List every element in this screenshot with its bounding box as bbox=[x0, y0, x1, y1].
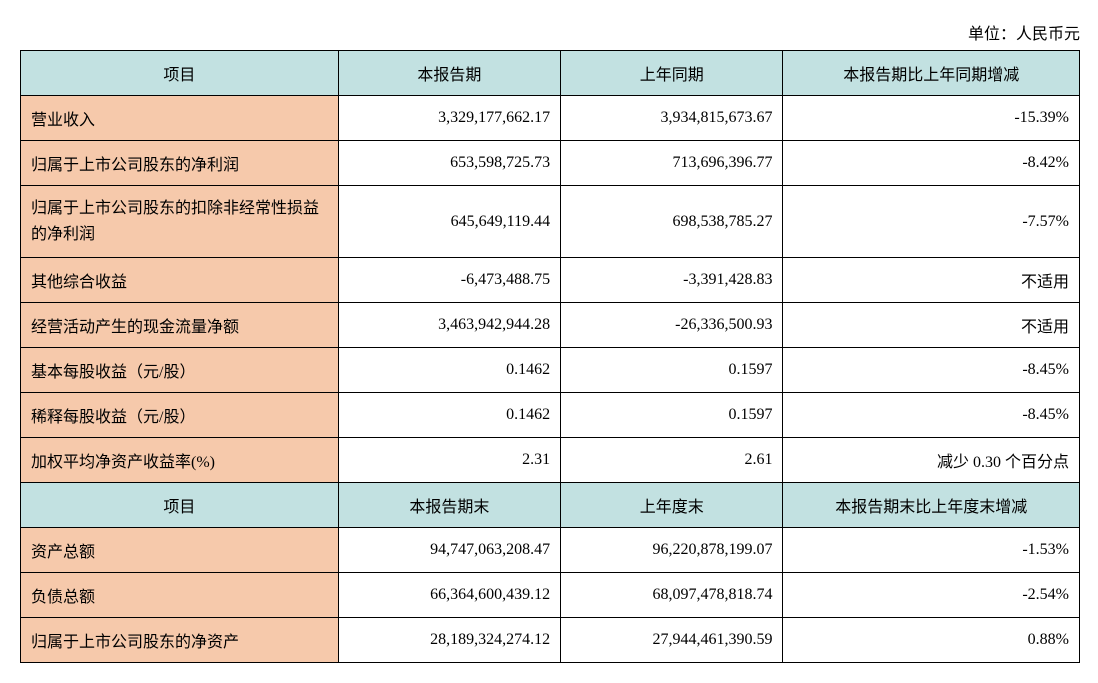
column-header: 项目 bbox=[21, 51, 339, 96]
financial-table: 项目本报告期上年同期本报告期比上年同期增减营业收入3,329,177,662.1… bbox=[20, 50, 1080, 663]
cell-value: 653,598,725.73 bbox=[338, 141, 560, 186]
cell-value: 0.1597 bbox=[561, 393, 783, 438]
header-row-2: 项目本报告期末上年度末本报告期末比上年度末增减 bbox=[21, 483, 1080, 528]
column-header: 上年度末 bbox=[561, 483, 783, 528]
cell-value: 698,538,785.27 bbox=[561, 186, 783, 258]
cell-value: -8.42% bbox=[783, 141, 1080, 186]
table-row: 经营活动产生的现金流量净额3,463,942,944.28-26,336,500… bbox=[21, 303, 1080, 348]
cell-value: 0.1597 bbox=[561, 348, 783, 393]
cell-value: -8.45% bbox=[783, 348, 1080, 393]
table-row: 营业收入3,329,177,662.173,934,815,673.67-15.… bbox=[21, 96, 1080, 141]
table-row: 资产总额94,747,063,208.4796,220,878,199.07-1… bbox=[21, 528, 1080, 573]
table-row: 加权平均净资产收益率(%)2.312.61减少 0.30 个百分点 bbox=[21, 438, 1080, 483]
cell-value: -2.54% bbox=[783, 573, 1080, 618]
row-label: 负债总额 bbox=[21, 573, 339, 618]
cell-value: 94,747,063,208.47 bbox=[338, 528, 560, 573]
cell-value: 28,189,324,274.12 bbox=[338, 618, 560, 663]
column-header: 本报告期 bbox=[338, 51, 560, 96]
row-label: 营业收入 bbox=[21, 96, 339, 141]
unit-label: 单位：人民币元 bbox=[20, 20, 1080, 44]
table-row: 其他综合收益-6,473,488.75-3,391,428.83不适用 bbox=[21, 258, 1080, 303]
cell-value: -3,391,428.83 bbox=[561, 258, 783, 303]
cell-value: 68,097,478,818.74 bbox=[561, 573, 783, 618]
row-label: 其他综合收益 bbox=[21, 258, 339, 303]
table-row: 基本每股收益（元/股）0.14620.1597-8.45% bbox=[21, 348, 1080, 393]
table-container: 单位：人民币元 项目本报告期上年同期本报告期比上年同期增减营业收入3,329,1… bbox=[20, 20, 1080, 663]
cell-value: 2.61 bbox=[561, 438, 783, 483]
cell-value: -6,473,488.75 bbox=[338, 258, 560, 303]
row-label: 归属于上市公司股东的净利润 bbox=[21, 141, 339, 186]
cell-value: 3,329,177,662.17 bbox=[338, 96, 560, 141]
table-row: 归属于上市公司股东的净利润653,598,725.73713,696,396.7… bbox=[21, 141, 1080, 186]
column-header: 本报告期末比上年度末增减 bbox=[783, 483, 1080, 528]
cell-value: 96,220,878,199.07 bbox=[561, 528, 783, 573]
table-row: 归属于上市公司股东的扣除非经常性损益的净利润645,649,119.44698,… bbox=[21, 186, 1080, 258]
row-label: 归属于上市公司股东的净资产 bbox=[21, 618, 339, 663]
cell-value: -1.53% bbox=[783, 528, 1080, 573]
cell-value: 645,649,119.44 bbox=[338, 186, 560, 258]
row-label: 加权平均净资产收益率(%) bbox=[21, 438, 339, 483]
column-header: 本报告期比上年同期增减 bbox=[783, 51, 1080, 96]
cell-value: 27,944,461,390.59 bbox=[561, 618, 783, 663]
cell-value: -26,336,500.93 bbox=[561, 303, 783, 348]
row-label: 稀释每股收益（元/股） bbox=[21, 393, 339, 438]
cell-value: 3,463,942,944.28 bbox=[338, 303, 560, 348]
cell-value: 3,934,815,673.67 bbox=[561, 96, 783, 141]
table-row: 稀释每股收益（元/股）0.14620.1597-8.45% bbox=[21, 393, 1080, 438]
cell-value: 2.31 bbox=[338, 438, 560, 483]
cell-value: -8.45% bbox=[783, 393, 1080, 438]
cell-value: 不适用 bbox=[783, 303, 1080, 348]
row-label: 基本每股收益（元/股） bbox=[21, 348, 339, 393]
cell-value: 713,696,396.77 bbox=[561, 141, 783, 186]
row-label: 经营活动产生的现金流量净额 bbox=[21, 303, 339, 348]
column-header: 上年同期 bbox=[561, 51, 783, 96]
cell-value: 减少 0.30 个百分点 bbox=[783, 438, 1080, 483]
table-row: 负债总额66,364,600,439.1268,097,478,818.74-2… bbox=[21, 573, 1080, 618]
cell-value: 0.88% bbox=[783, 618, 1080, 663]
column-header: 本报告期末 bbox=[338, 483, 560, 528]
cell-value: -7.57% bbox=[783, 186, 1080, 258]
cell-value: 0.1462 bbox=[338, 348, 560, 393]
header-row-1: 项目本报告期上年同期本报告期比上年同期增减 bbox=[21, 51, 1080, 96]
row-label: 资产总额 bbox=[21, 528, 339, 573]
row-label: 归属于上市公司股东的扣除非经常性损益的净利润 bbox=[21, 186, 339, 258]
cell-value: 0.1462 bbox=[338, 393, 560, 438]
cell-value: -15.39% bbox=[783, 96, 1080, 141]
column-header: 项目 bbox=[21, 483, 339, 528]
cell-value: 不适用 bbox=[783, 258, 1080, 303]
table-row: 归属于上市公司股东的净资产28,189,324,274.1227,944,461… bbox=[21, 618, 1080, 663]
cell-value: 66,364,600,439.12 bbox=[338, 573, 560, 618]
